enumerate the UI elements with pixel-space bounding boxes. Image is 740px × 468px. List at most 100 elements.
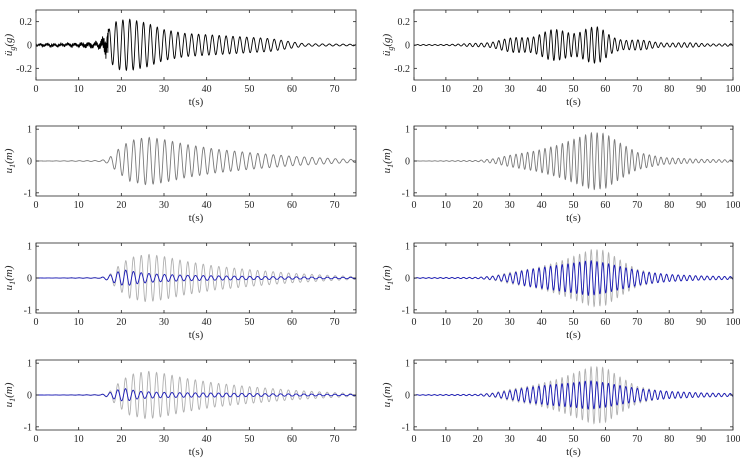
y-tick-label: -1: [24, 188, 32, 199]
series-uncontrolled: [36, 136, 356, 186]
x-tick-label: 70: [632, 84, 642, 95]
x-tick-label: 10: [441, 84, 451, 95]
panel-l1: 0 10 20 30 40 50 60 70-0.200.2t(s)üg(g): [3, 9, 357, 108]
x-tick-label: 50: [244, 200, 254, 211]
y-axis-label: u1(m): [381, 148, 395, 173]
y-axis-label: u1(m): [3, 148, 17, 173]
x-tick-label: 90: [696, 434, 706, 445]
x-tick-label: 40: [537, 317, 547, 328]
x-tick-label: 10: [441, 200, 451, 211]
x-tick-label: 10: [441, 317, 451, 328]
x-tick-label: 60: [600, 434, 610, 445]
x-tick-label: 0: [34, 84, 39, 95]
y-tick-label: 1: [27, 359, 32, 370]
x-tick-label: 50: [569, 84, 579, 95]
x-tick-label: 90: [696, 84, 706, 95]
x-tick-label: 60: [600, 200, 610, 211]
y-axis-label: u1(m): [3, 382, 17, 407]
x-axis-label: t(s): [566, 446, 581, 458]
x-tick-label: 100: [726, 84, 740, 95]
x-tick-label: 20: [473, 434, 483, 445]
x-tick-label: 0: [34, 317, 39, 328]
y-axis-label: u1(m): [381, 265, 395, 290]
x-tick-label: 10: [74, 317, 84, 328]
x-tick-label: 20: [473, 200, 483, 211]
x-tick-label: 10: [74, 200, 84, 211]
x-tick-label: 40: [202, 84, 212, 95]
x-tick-label: 80: [664, 317, 674, 328]
x-tick-label: 50: [244, 434, 254, 445]
x-tick-label: 60: [600, 317, 610, 328]
series-controlled: [36, 388, 356, 402]
x-tick-label: 100: [726, 317, 740, 328]
series-controlled: [414, 380, 733, 410]
x-axis-label: t(s): [566, 212, 581, 224]
x-axis-label: t(s): [566, 329, 581, 341]
x-tick-label: 70: [632, 317, 642, 328]
x-tick-label: 0: [34, 434, 39, 445]
x-tick-label: 70: [330, 84, 340, 95]
x-tick-label: 80: [664, 84, 674, 95]
y-axis-label: üg(g): [3, 34, 17, 57]
x-tick-label: 60: [287, 434, 297, 445]
x-tick-label: 10: [441, 434, 451, 445]
x-tick-label: 20: [473, 84, 483, 95]
series-ground-acceleration: [36, 18, 356, 72]
x-axis-label: t(s): [189, 329, 204, 341]
x-tick-label: 40: [537, 434, 547, 445]
x-tick-label: 0: [412, 434, 417, 445]
x-tick-label: 0: [34, 200, 39, 211]
axes-box: [413, 9, 734, 81]
x-tick-label: 60: [287, 200, 297, 211]
x-tick-label: 80: [664, 434, 674, 445]
x-tick-label: 100: [726, 200, 740, 211]
y-tick-label: -1: [402, 422, 410, 433]
y-axis-label: u1(m): [381, 382, 395, 407]
x-tick-label: 40: [202, 200, 212, 211]
x-tick-label: 70: [632, 200, 642, 211]
x-tick-label: 20: [116, 434, 126, 445]
y-tick-label: 1: [27, 125, 32, 136]
y-tick-label: 0.2: [20, 17, 33, 28]
y-tick-label: -1: [24, 305, 32, 316]
x-tick-label: 100: [726, 434, 740, 445]
x-tick-label: 80: [664, 200, 674, 211]
y-tick-label: 1: [27, 242, 32, 253]
y-axis-label: u1(m): [3, 265, 17, 290]
x-tick-label: 0: [412, 317, 417, 328]
y-tick-label: -1: [24, 422, 32, 433]
y-tick-label: 0: [27, 41, 32, 52]
x-tick-label: 20: [116, 317, 126, 328]
x-tick-label: 40: [537, 84, 547, 95]
y-axis-label: üg(g): [381, 34, 395, 57]
x-tick-label: 30: [159, 434, 169, 445]
y-tick-label: -0.2: [394, 64, 410, 75]
x-tick-label: 30: [505, 317, 515, 328]
y-tick-label: -1: [402, 188, 410, 199]
panel-r1: 0 10 20 30 40 50 60 70 80 90 100-0.200.2t(s)üg(g): [381, 9, 740, 108]
x-tick-label: 30: [159, 84, 169, 95]
y-tick-label: 0: [27, 391, 32, 402]
x-tick-label: 30: [505, 84, 515, 95]
series-controlled: [36, 269, 356, 286]
x-tick-label: 60: [287, 317, 297, 328]
x-tick-label: 90: [696, 317, 706, 328]
x-tick-label: 10: [74, 434, 84, 445]
x-tick-label: 30: [505, 200, 515, 211]
x-tick-label: 40: [202, 434, 212, 445]
y-tick-label: 1: [405, 242, 410, 253]
y-tick-label: -0.2: [16, 64, 32, 75]
x-tick-label: 70: [330, 200, 340, 211]
x-tick-label: 50: [244, 317, 254, 328]
x-axis-label: t(s): [189, 212, 204, 224]
y-tick-label: 1: [405, 359, 410, 370]
x-axis-label: t(s): [566, 96, 581, 108]
x-tick-label: 0: [412, 200, 417, 211]
x-tick-label: 50: [569, 200, 579, 211]
